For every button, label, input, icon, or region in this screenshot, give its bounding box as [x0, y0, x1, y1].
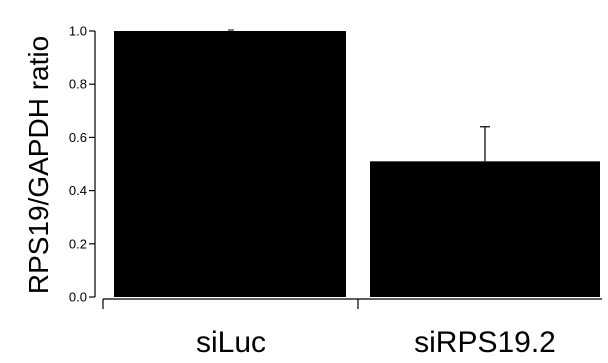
- bar-siluc: [114, 31, 346, 297]
- x-category-label: siLuc: [196, 326, 266, 359]
- y-tick-label: 1.0: [69, 24, 87, 39]
- plot-area: [114, 29, 600, 297]
- bar-sirps19-2: [370, 161, 600, 297]
- x-axis: siLuc siRPS19.2: [102, 298, 602, 359]
- x-category-label: siRPS19.2: [414, 326, 556, 359]
- y-tick-label: 0.4: [69, 183, 87, 198]
- y-axis-title: RPS19/GAPDH ratio: [23, 36, 54, 294]
- y-axis: 0.0 0.2 0.4 0.6 0.8 1.0: [69, 24, 96, 305]
- y-tick-label: 0.2: [69, 236, 87, 251]
- y-tick-label: 0.0: [69, 290, 87, 305]
- y-tick-label: 0.8: [69, 77, 87, 92]
- y-tick-label: 0.6: [69, 130, 87, 145]
